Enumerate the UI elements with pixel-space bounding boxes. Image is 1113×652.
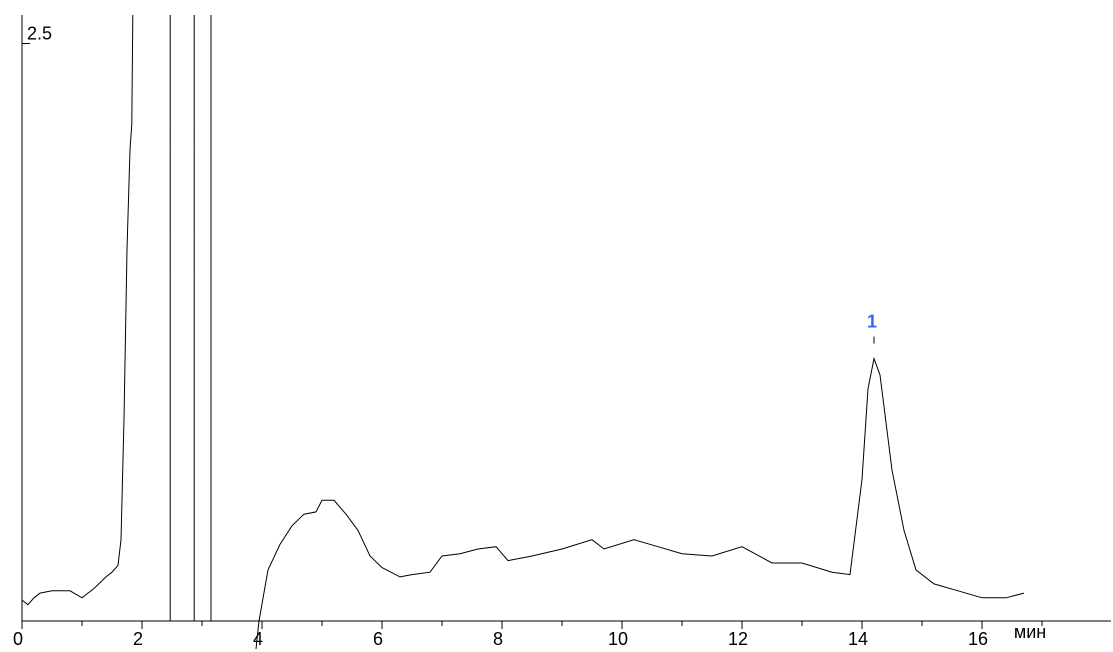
x-tick-label: 2	[133, 629, 143, 649]
x-tick-label: 14	[848, 629, 868, 649]
x-tick-label: 6	[373, 629, 383, 649]
x-axis-label: мин	[1014, 622, 1046, 642]
x-tick-label: 16	[968, 629, 988, 649]
peak-label: 1	[867, 311, 877, 331]
x-tick-label: 4	[253, 629, 263, 649]
trace	[21, 15, 1025, 649]
y-tick-label: 2.5	[27, 23, 52, 43]
x-tick-label: 12	[728, 629, 748, 649]
x-tick-label: 0	[13, 629, 23, 649]
x-tick-label: 10	[608, 629, 628, 649]
x-tick-label: 8	[493, 629, 503, 649]
plot-area	[21, 15, 1025, 649]
